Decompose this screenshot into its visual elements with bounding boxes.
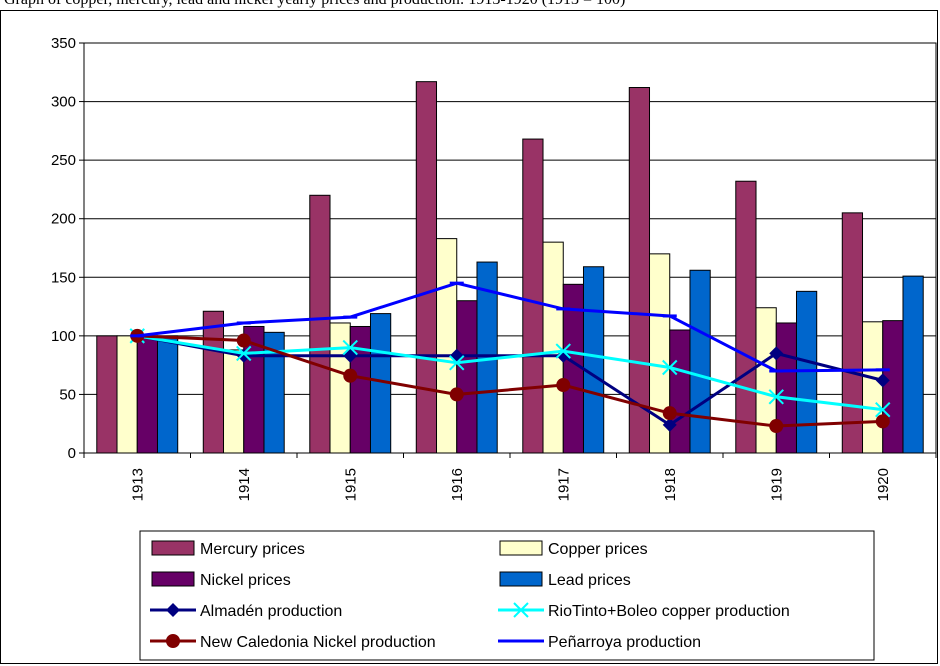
bar-mercury-prices-1915: [309, 194, 331, 454]
y-tick-label: 0: [68, 445, 76, 462]
y-tick-label: 300: [51, 94, 76, 111]
point-riotinto-boleo-copper-production-1919: [768, 389, 784, 405]
bar-nickel-prices-1920: [882, 320, 904, 454]
point-new-caledonia-nickel-production-1915: [343, 368, 358, 383]
x-tick-label: 1916: [449, 468, 466, 501]
legend-label: New Caledonia Nickel production: [200, 634, 436, 651]
point-riotinto-boleo-copper-production-1920-stroke: [875, 401, 891, 418]
point-riotinto-boleo-copper-production-1918-stroke: [662, 359, 678, 376]
line-series: [129, 281, 891, 434]
x-tick-label: 1914: [236, 468, 253, 501]
legend-item-riotinto-boleo-copper-production: RioTinto+Boleo copper production: [498, 602, 790, 620]
point-riotinto-boleo-copper-production-1918: [662, 359, 678, 376]
legend-item-new-caledonia-nickel-production: New Caledonia Nickel production: [150, 634, 436, 651]
legend-label: RioTinto+Boleo copper production: [548, 603, 790, 620]
legend-label: Mercury prices: [200, 541, 305, 558]
bar-mercury-prices-1916: [415, 81, 438, 454]
x-axis: 1913 1914 1915 1916 1917 1918 1919 1920: [83, 453, 937, 501]
legend-label: Lead prices: [548, 572, 631, 589]
bar-copper-prices-1916: [436, 238, 458, 454]
y-axis: 0 50 100 150 200 250 300 350: [51, 35, 84, 462]
bar-lead-prices-1918: [689, 269, 711, 454]
legend-marker-stroke: [513, 602, 529, 618]
x-tick-label: 1917: [555, 468, 572, 501]
y-tick-label: 150: [51, 269, 76, 286]
chart-caption: Graph of copper, mercury, lead and nicke…: [4, 0, 936, 11]
legend: Mercury prices Copper prices Nickel prices…: [139, 530, 875, 661]
bar-nickel-prices-1919: [775, 322, 797, 454]
point-new-caledonia-nickel-production-1914: [236, 333, 251, 348]
point-riotinto-boleo-copper-production-1917: [555, 343, 571, 359]
point-riotinto-boleo-copper-production-1916: [449, 355, 465, 371]
y-tick-label: 100: [51, 328, 76, 345]
point-new-caledonia-nickel-production-1916: [449, 387, 464, 402]
bar-copper-prices-1915: [329, 322, 351, 454]
point-riotinto-boleo-copper-production-1915: [342, 339, 358, 356]
point-new-caledonia-nickel-production-1918: [662, 406, 677, 421]
bar-nickel-prices-1913: [136, 335, 158, 454]
point-riotinto-boleo-copper-production-1916-stroke: [449, 355, 465, 371]
point-new-caledonia-nickel-production-1917: [556, 378, 571, 393]
chart-frame: [0, 10, 938, 664]
bar-mercury-prices-1917: [522, 138, 544, 454]
point-riotinto-boleo-copper-production-1919-stroke: [768, 389, 784, 405]
legend-marker: [166, 634, 180, 648]
x-tick-label: 1920: [875, 468, 892, 501]
point-almad-n-production-1920: [875, 373, 890, 388]
point-riotinto-boleo-copper-production-1914-stroke: [236, 345, 252, 362]
point-riotinto-boleo-copper-production-1915-stroke: [342, 339, 358, 356]
y-tick-label: 250: [51, 152, 76, 169]
point-riotinto-boleo-copper-production-1917-stroke: [555, 343, 571, 359]
legend-label: Almadén production: [200, 603, 342, 620]
legend-item-almad-n-production: Almadén production: [150, 603, 342, 620]
legend-swatch: [499, 571, 543, 587]
x-tick-label: 1919: [768, 468, 785, 501]
bar-mercury-prices-1918: [628, 87, 651, 454]
bar-copper-prices-1913: [116, 335, 138, 454]
line-new-caledonia-nickel-production: [137, 334, 883, 428]
legend-label: Peñarroya production: [548, 634, 701, 651]
point-almad-n-production-1918: [662, 417, 677, 432]
bar-copper-prices-1914: [223, 349, 245, 454]
legend-item-copper-prices: Copper prices: [499, 540, 648, 558]
legend-marker: [166, 603, 180, 617]
bar-copper-prices-1920: [862, 321, 884, 454]
x-tick-label: 1913: [129, 468, 146, 501]
point-new-caledonia-nickel-production-1920: [875, 414, 890, 429]
bar-mercury-prices-1913: [96, 335, 118, 454]
point-riotinto-boleo-copper-production-1920: [875, 401, 891, 418]
point-almad-n-production-1919: [769, 346, 784, 361]
legend-swatch: [499, 540, 543, 556]
legend-item-nickel-prices: Nickel prices: [151, 571, 291, 589]
legend-item-pe-arroya-production: Peñarroya production: [498, 634, 701, 651]
bar-lead-prices-1913: [156, 335, 179, 454]
legend-item-mercury-prices: Mercury prices: [151, 540, 305, 558]
y-tick-label: 50: [59, 386, 76, 403]
legend-swatch: [151, 571, 195, 587]
point-riotinto-boleo-copper-production-1914: [236, 345, 252, 362]
legend-label: Copper prices: [548, 541, 648, 558]
bar-mercury-prices-1920: [841, 212, 864, 454]
legend-item-lead-prices: Lead prices: [499, 571, 631, 589]
y-tick-label: 350: [51, 35, 76, 52]
y-tick-label: 200: [51, 211, 76, 228]
point-new-caledonia-nickel-production-1919: [769, 419, 784, 434]
x-tick-label: 1918: [662, 468, 679, 501]
bar-mercury-prices-1919: [735, 180, 757, 454]
legend-label: Nickel prices: [200, 572, 291, 589]
line-pe-arroya-production: [137, 281, 883, 373]
bar-mercury-prices-1914: [202, 310, 225, 454]
bar-lead-prices-1920: [902, 275, 924, 454]
legend-swatch: [151, 540, 195, 556]
legend-marker: [513, 602, 529, 618]
bar-lead-prices-1917: [582, 266, 605, 454]
bar-nickel-prices-1918: [669, 329, 691, 454]
bar-lead-prices-1914: [263, 331, 285, 454]
bar-nickel-prices-1916: [456, 300, 478, 454]
x-tick-label: 1915: [342, 468, 359, 501]
line-riotinto-boleo-copper-production: [137, 334, 883, 412]
